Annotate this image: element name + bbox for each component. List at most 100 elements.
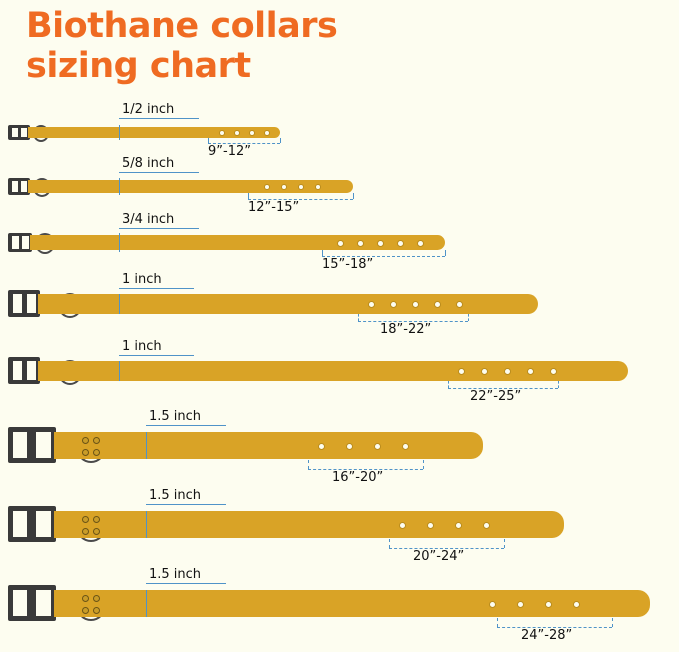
width-tick [146,432,147,459]
length-bracket-right [468,314,469,321]
buckle-opening [12,181,18,192]
width-underline [146,583,226,584]
width-label: 1 inch [122,339,162,354]
adjust-hole [390,301,397,308]
length-label: 18”-22” [380,322,432,337]
length-bracket-right [280,138,281,143]
adjust-hole [249,130,255,136]
adjust-hole [234,130,240,136]
rivet [93,607,100,614]
width-label: 1.5 inch [149,409,202,424]
length-label: 24”-28” [521,628,573,643]
length-bracket-left [389,539,390,548]
length-bracket [358,321,468,322]
rivet [82,449,89,456]
adjust-hole [517,601,524,608]
length-label: 22”-25” [470,389,522,404]
width-label: 1.5 inch [149,567,202,582]
strap-body [54,432,483,459]
length-bracket-left [308,460,309,469]
length-bracket-right [353,193,354,199]
adjust-hole [377,240,384,247]
buckle-opening [13,361,22,380]
buckle-opening [22,236,29,249]
collar-row-2: 5/8 inch 12”-15” [0,156,679,215]
rivet [82,516,89,523]
strap-body [38,294,538,314]
adjust-hole [458,368,465,375]
buckle-opening [13,432,27,458]
length-bracket-right [504,539,505,548]
width-underline [119,172,199,173]
width-tick [119,294,120,314]
adjust-hole [264,184,270,190]
length-label: 15”-18” [322,257,374,272]
width-underline [119,355,194,356]
length-bracket-left [358,314,359,321]
adjust-hole [434,301,441,308]
adjust-hole [455,522,462,529]
rivet [93,437,100,444]
length-bracket-left [448,381,449,388]
width-label: 1.5 inch [149,488,202,503]
adjust-hole [318,443,325,450]
width-label: 1/2 inch [122,102,175,117]
collar-row-5: 1 inch 22”-25” [0,339,679,404]
length-bracket [497,627,612,628]
length-bracket-right [558,381,559,388]
width-tick [146,590,147,617]
width-tick [119,233,120,252]
length-bracket-left [208,138,209,143]
length-bracket [308,469,423,470]
adjust-hole [573,601,580,608]
buckle-opening [13,511,27,537]
adjust-hole [545,601,552,608]
length-label: 16”-20” [332,470,384,485]
adjust-hole [368,301,375,308]
length-bracket-left [497,618,498,627]
rivet [93,516,100,523]
adjust-hole [374,443,381,450]
collar-row-1: 1/2 inch 9”-12” [0,102,679,159]
buckle-opening [36,511,51,537]
adjust-hole [483,522,490,529]
length-label: 9”-12” [208,144,251,159]
adjust-hole [417,240,424,247]
adjust-hole [315,184,321,190]
strap-body [28,127,280,138]
rivet [93,528,100,535]
adjust-hole [504,368,511,375]
adjust-hole [219,130,225,136]
rivet [93,595,100,602]
adjust-hole [527,368,534,375]
length-bracket-left [322,250,323,256]
buckle-opening [36,590,51,616]
title-line-1: Biothane collars [26,6,338,46]
width-underline [119,288,194,289]
width-tick [146,511,147,538]
length-bracket-right [423,460,424,469]
collar-row-7: 1.5 inch 20”-24” [0,488,679,564]
adjust-hole [412,301,419,308]
length-bracket [248,199,353,200]
strap-body [38,361,628,381]
strap-body [28,180,353,193]
width-label: 3/4 inch [122,212,175,227]
width-tick [119,361,120,381]
rivet [82,528,89,535]
collar-row-8: 1.5 inch 24”-28” [0,567,679,643]
adjust-hole [281,184,287,190]
width-underline [119,118,199,119]
strap-body [54,590,650,617]
page-title: Biothane collars sizing chart [26,6,646,86]
adjust-hole [357,240,364,247]
buckle-opening [27,361,36,380]
length-bracket-right [445,250,446,256]
adjust-hole [427,522,434,529]
width-tick [119,178,120,195]
length-bracket [448,388,558,389]
collar-row-4: 1 inch 18”-22” [0,272,679,337]
length-bracket-right [612,618,613,627]
width-underline [119,228,199,229]
